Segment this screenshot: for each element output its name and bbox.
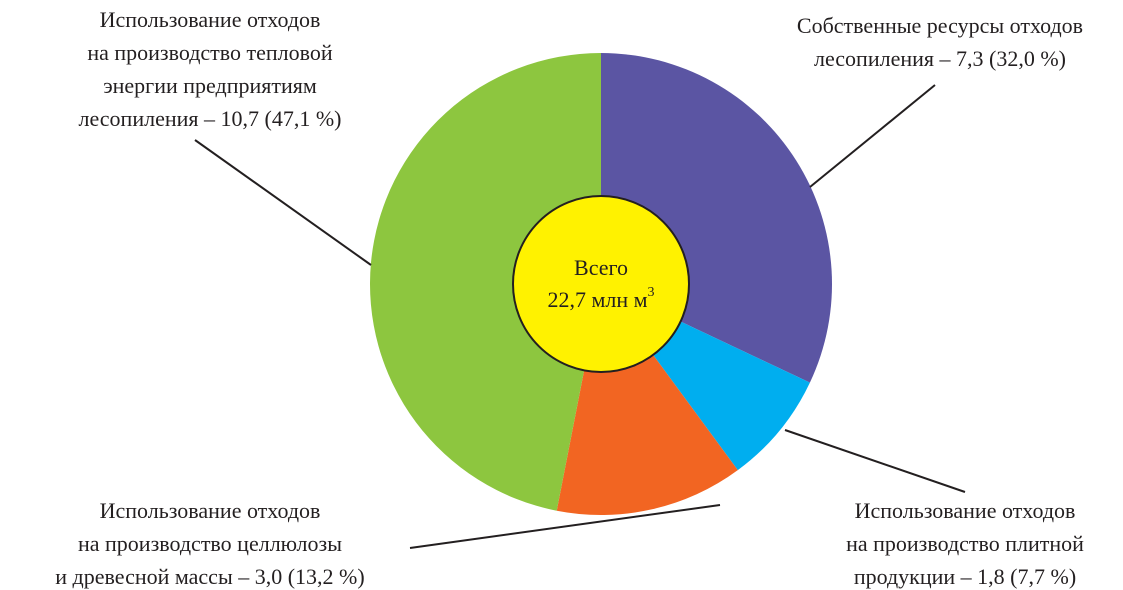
slice-label-text: и древесной массы – bbox=[55, 564, 250, 589]
center-total-text: 22,7 млн м bbox=[547, 287, 647, 312]
center-title: Всего bbox=[574, 255, 628, 280]
slice-label-text: Использование отходов bbox=[100, 7, 321, 32]
slice-label-text: Использование отходов bbox=[100, 498, 321, 523]
slice-label: на производство плитной bbox=[846, 531, 1084, 556]
leader-line bbox=[194, 139, 372, 266]
slice-label: на производство целлюлозы bbox=[78, 531, 342, 556]
slice-label-text: лесопиления – bbox=[814, 46, 952, 71]
slice-label-text: Собственные ресурсы отходов bbox=[797, 13, 1083, 38]
slice-label-text: лесопиления – bbox=[79, 106, 217, 131]
slice-label: на производство тепловой bbox=[87, 40, 333, 65]
value-label: 3,0 (13,2 %) bbox=[255, 564, 365, 589]
center-total: 22,7 млн м3 bbox=[547, 285, 654, 312]
value-label: 1,8 (7,7 %) bbox=[977, 564, 1076, 589]
slice-label-text: на производство целлюлозы bbox=[78, 531, 342, 556]
leader-line bbox=[409, 504, 721, 549]
center-circle bbox=[512, 195, 690, 373]
slice-label: лесопиления – 7,3 (32,0 %) bbox=[814, 46, 1066, 71]
pie-slice bbox=[369, 53, 601, 511]
leader-line bbox=[784, 429, 966, 493]
value-label: 7,3 (32,0 %) bbox=[956, 46, 1066, 71]
slice-label: и древесной массы – 3,0 (13,2 %) bbox=[55, 564, 364, 589]
slice-label: продукции – 1,8 (7,7 %) bbox=[854, 564, 1076, 589]
leader-line bbox=[809, 84, 936, 188]
slice-label-text: энергии предприятиям bbox=[103, 73, 317, 98]
slice-label: лесопиления – 10,7 (47,1 %) bbox=[79, 106, 342, 131]
slice-label-text: на производство плитной bbox=[846, 531, 1084, 556]
center-sup: 3 bbox=[648, 285, 655, 300]
slice-label-text: Использование отходов bbox=[855, 498, 1076, 523]
slice-label: Использование отходов bbox=[100, 498, 321, 523]
slice-label: Использование отходов bbox=[100, 7, 321, 32]
slice-label: энергии предприятиям bbox=[103, 73, 317, 98]
slice-label: Использование отходов bbox=[855, 498, 1076, 523]
slice-label-text: продукции – bbox=[854, 564, 973, 589]
value-label: 10,7 (47,1 %) bbox=[221, 106, 342, 131]
slice-label: Собственные ресурсы отходов bbox=[797, 13, 1083, 38]
slice-label-text: на производство тепловой bbox=[87, 40, 333, 65]
